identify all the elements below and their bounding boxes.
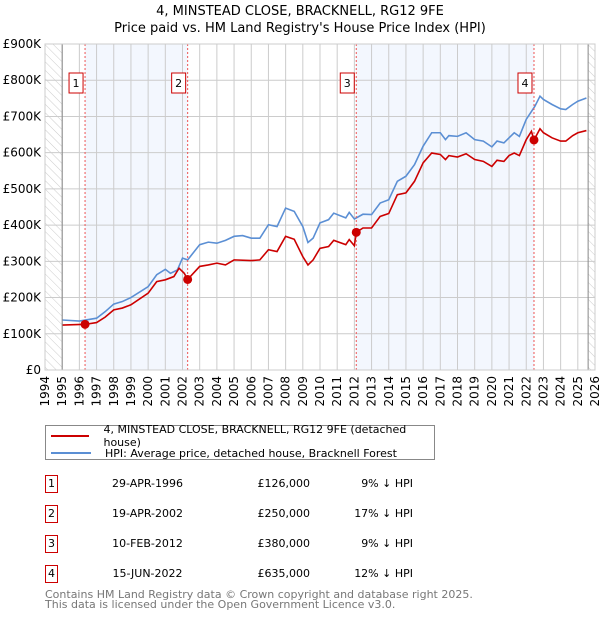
sale-price: £126,000	[257, 477, 311, 490]
sale-label-number: 4	[521, 77, 528, 90]
x-tick-label: 1995	[55, 376, 69, 407]
sale-point	[351, 227, 361, 237]
y-tick-label: £600K	[3, 146, 43, 160]
sale-label-number: 1	[73, 77, 80, 90]
sale-label-number: 3	[344, 77, 351, 90]
sales-table-row: 3 10-FEB-2012 £380,000 9% ↓ HPI	[45, 535, 445, 553]
sales-table-row: 1 29-APR-1996 £126,000 9% ↓ HPI	[45, 475, 445, 493]
x-tick-label: 2017	[433, 376, 447, 407]
x-tick-label: 2016	[416, 376, 430, 407]
price-paid-line	[62, 127, 587, 326]
x-tick-label: 2006	[244, 376, 258, 407]
chart-title: 4, MINSTEAD CLOSE, BRACKNELL, RG12 9FE	[156, 4, 444, 19]
x-tick-label: 2007	[261, 376, 275, 407]
y-tick-label: £500K	[3, 182, 43, 196]
x-tick-label: 2015	[399, 376, 413, 407]
hatched-region	[45, 44, 63, 370]
legend-swatch-property	[51, 435, 90, 437]
x-tick-label: 2009	[296, 376, 310, 407]
x-tick-label: 2024	[554, 376, 568, 407]
x-tick-label: 1994	[38, 376, 52, 407]
sale-point	[183, 274, 193, 284]
sales-table-row: 4 15-JUN-2022 £635,000 12% ↓ HPI	[45, 565, 445, 583]
x-tick-label: 2001	[158, 376, 172, 407]
sale-date: 10-FEB-2012	[112, 537, 183, 550]
y-tick-label: £800K	[3, 73, 43, 87]
sale-label-box	[68, 72, 84, 94]
x-tick-label: 2005	[227, 376, 241, 407]
legend-label-property: 4, MINSTEAD CLOSE, BRACKNELL, RG12 9FE (…	[103, 423, 407, 449]
sale-label-box	[517, 72, 533, 94]
sale-number: 3	[45, 535, 58, 553]
x-tick-label: 2014	[382, 376, 396, 407]
chart-subtitle: Price paid vs. HM Land Registry's House …	[114, 21, 486, 36]
x-tick-label: 2000	[141, 376, 155, 407]
x-tick-label: 1999	[124, 376, 138, 407]
sale-date: 19-APR-2002	[111, 507, 184, 520]
shaded-period	[356, 44, 534, 370]
sale-price: £250,000	[257, 507, 311, 520]
y-tick-label: £400K	[3, 218, 43, 232]
x-tick-label: 2002	[176, 376, 190, 407]
sale-hpi-diff: 17% ↓ HPI	[354, 507, 413, 520]
y-tick-label: £700K	[3, 109, 43, 123]
x-tick-label: 2004	[210, 376, 224, 407]
x-tick-label: 2003	[193, 376, 207, 407]
y-tick-label: £0	[26, 363, 41, 377]
y-tick-label: £300K	[3, 254, 43, 268]
x-tick-label: 2021	[502, 376, 516, 407]
sale-label-box	[339, 72, 355, 94]
sale-label-number: 2	[175, 77, 182, 90]
sale-hpi-diff: 9% ↓ HPI	[361, 537, 413, 550]
footer-licence: This data is licensed under the Open Gov…	[45, 598, 396, 611]
sale-date: 29-APR-1996	[111, 477, 184, 490]
sale-price: £380,000	[257, 537, 311, 550]
sale-number: 2	[45, 505, 58, 523]
sale-price: £635,000	[257, 567, 311, 580]
x-tick-label: 2011	[330, 376, 344, 407]
x-tick-label: 1996	[72, 376, 86, 407]
legend-swatch-hpi	[51, 452, 91, 454]
price-chart: 4, MINSTEAD CLOSE, BRACKNELL, RG12 9FE P…	[3, 4, 600, 407]
sale-hpi-diff: 12% ↓ HPI	[354, 567, 413, 580]
x-tick-label: 2008	[279, 376, 293, 407]
footer-copyright: Contains HM Land Registry data © Crown c…	[45, 588, 473, 601]
sales-table-row: 2 19-APR-2002 £250,000 17% ↓ HPI	[45, 505, 445, 523]
hatched-region	[588, 44, 595, 370]
y-tick-label: £100K	[3, 327, 43, 341]
x-tick-label: 1997	[90, 376, 104, 407]
sale-point	[529, 135, 539, 145]
plot-frame	[44, 43, 596, 371]
x-tick-label: 2018	[451, 376, 465, 407]
x-tick-label: 2023	[536, 376, 550, 407]
sale-date: 15-JUN-2022	[112, 567, 183, 580]
sale-point	[80, 319, 90, 329]
x-tick-label: 1998	[107, 376, 121, 407]
x-tick-label: 2019	[468, 376, 482, 407]
x-tick-label: 2012	[347, 376, 361, 407]
sale-number: 4	[45, 565, 58, 583]
x-tick-label: 2013	[365, 376, 379, 407]
x-tick-label: 2026	[588, 376, 600, 407]
shaded-period	[85, 44, 188, 370]
footer: Contains HM Land Registry data © Crown c…	[45, 588, 473, 611]
x-tick-label: 2025	[571, 376, 585, 407]
y-tick-label: £900K	[3, 37, 43, 51]
x-tick-label: 2022	[519, 376, 533, 407]
sale-label-box	[171, 72, 187, 94]
y-tick-label: £200K	[3, 291, 43, 305]
x-tick-label: 2010	[313, 376, 327, 407]
sale-hpi-diff: 9% ↓ HPI	[361, 477, 413, 490]
x-tick-label: 2020	[485, 376, 499, 407]
sale-number: 1	[45, 475, 58, 493]
legend: 4, MINSTEAD CLOSE, BRACKNELL, RG12 9FE (…	[45, 423, 435, 460]
legend-label-hpi: HPI: Average price, detached house, Brac…	[105, 446, 397, 460]
